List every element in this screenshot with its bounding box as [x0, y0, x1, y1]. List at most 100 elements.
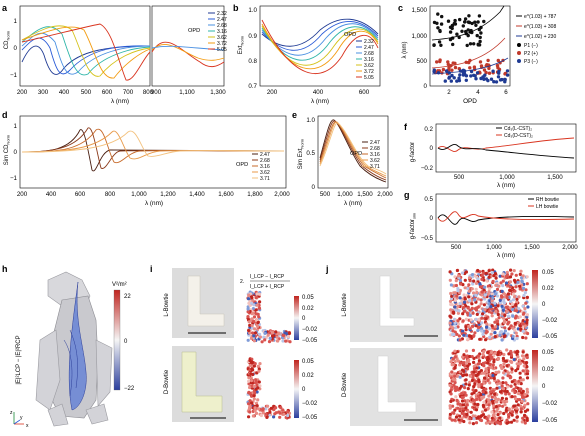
map-point: [286, 413, 290, 418]
scatter-point-p1: [489, 77, 494, 81]
map-point: [472, 385, 476, 389]
map-point: [516, 280, 520, 284]
l-shape-sample: [181, 351, 223, 413]
panel-h-ylabel: |E|²LCP − |E|²RCP: [16, 335, 22, 384]
map-point: [258, 362, 262, 366]
scatter-point-p1: [497, 69, 501, 74]
map-point: [255, 383, 259, 387]
map-point: [462, 353, 466, 357]
map-point: [457, 322, 461, 326]
map-point: [449, 302, 453, 306]
scatter-point-p1: [472, 73, 476, 78]
map-point: [522, 311, 526, 315]
panel-a-curve-3.62: [21, 25, 151, 77]
map-point: [505, 296, 509, 300]
map-point: [455, 294, 459, 298]
panel-g-ytick: 0.5: [424, 196, 433, 203]
map-point: [468, 354, 472, 359]
panel-b: b ExtNorm 1.0 0.9 0.8 0.7 200 400 600 λ …: [233, 3, 381, 105]
scatter-point-p2: [503, 72, 507, 76]
map-point: [251, 372, 255, 377]
map-point: [246, 315, 250, 319]
formula-denominator: I_LCP + I_RCP: [250, 284, 285, 290]
legend-item: 2.32: [217, 11, 227, 17]
panel-e-xtick: 2,000: [377, 191, 393, 198]
map-point: [477, 395, 481, 399]
map-point: [476, 402, 480, 407]
map-point: [464, 406, 468, 410]
map-point: [502, 316, 506, 320]
map-point: [470, 306, 474, 310]
map-point: [519, 382, 523, 386]
scatter-point-p2: [450, 68, 454, 72]
map-point: [510, 370, 514, 374]
scatter-point-p1: [475, 71, 480, 75]
map-point: [267, 340, 272, 344]
map-point: [264, 407, 268, 411]
scatter-point-p3: [466, 20, 471, 24]
legend-item: 5.05: [364, 75, 374, 81]
map-point: [516, 321, 521, 325]
map-point: [483, 408, 488, 412]
panel-i: i L-Bowtie D-Bowtie 2. I_LCP − I_RCP I_L…: [150, 264, 318, 422]
map-point: [495, 409, 499, 413]
map-point: [518, 324, 522, 328]
map-point: [508, 285, 512, 289]
map-point: [525, 295, 530, 299]
panel-f-curves: [437, 137, 575, 159]
map-point: [281, 339, 285, 343]
scatter-point-p3: [473, 20, 477, 24]
map-point: [250, 384, 254, 389]
map-point: [482, 364, 486, 368]
map-point: [268, 410, 272, 414]
panel-d-ytick: 1: [14, 123, 18, 130]
map-point: [517, 307, 521, 311]
map-point: [267, 331, 272, 335]
scatter-point-p2: [446, 60, 450, 64]
map-point: [508, 306, 512, 310]
map-point: [520, 420, 524, 424]
map-point: [520, 391, 524, 395]
scatter-point-p3: [432, 20, 437, 25]
scatter-point-p3: [478, 35, 482, 40]
map-point: [254, 378, 258, 382]
scatter-point-p3: [432, 43, 436, 47]
map-point: [253, 409, 257, 413]
panel-a-ytick-m1: −1: [10, 72, 18, 79]
scatter-point-p2: [478, 60, 483, 64]
map-point: [519, 410, 523, 414]
map-point: [255, 404, 259, 408]
map-point: [496, 397, 500, 401]
map-point: [505, 399, 509, 404]
formula-numerator: I_LCP − I_RCP: [250, 274, 285, 280]
scatter-point-p3: [436, 12, 440, 16]
panel-i-map-l: [246, 290, 292, 344]
map-point: [461, 407, 465, 411]
scatter-point-p1: [483, 73, 487, 77]
map-point: [480, 327, 484, 331]
scatter-point-p3: [437, 40, 442, 44]
map-point: [247, 402, 251, 406]
colorbar-tick: 0.05: [302, 359, 314, 365]
panel-g-xlabel: λ (nm): [497, 252, 515, 259]
scatter-point-p2: [487, 71, 492, 75]
map-point: [454, 283, 458, 288]
map-point: [493, 335, 497, 339]
panel-h-label: h: [2, 264, 8, 274]
map-point: [494, 405, 498, 409]
map-point: [471, 388, 475, 392]
map-point: [478, 282, 482, 286]
map-point: [475, 312, 479, 316]
panel-c-xlabel: OPD: [463, 98, 477, 105]
map-point: [524, 288, 528, 292]
map-point: [455, 398, 459, 402]
panel-f-ytick: 0: [430, 145, 434, 152]
map-point: [523, 291, 528, 295]
map-point: [453, 298, 457, 302]
map-point: [490, 324, 494, 328]
legend-item: 3.62: [370, 158, 380, 164]
map-point: [501, 387, 506, 391]
map-point: [475, 405, 479, 409]
panel-j-colorbar-2: [532, 350, 538, 422]
map-point: [466, 306, 470, 310]
